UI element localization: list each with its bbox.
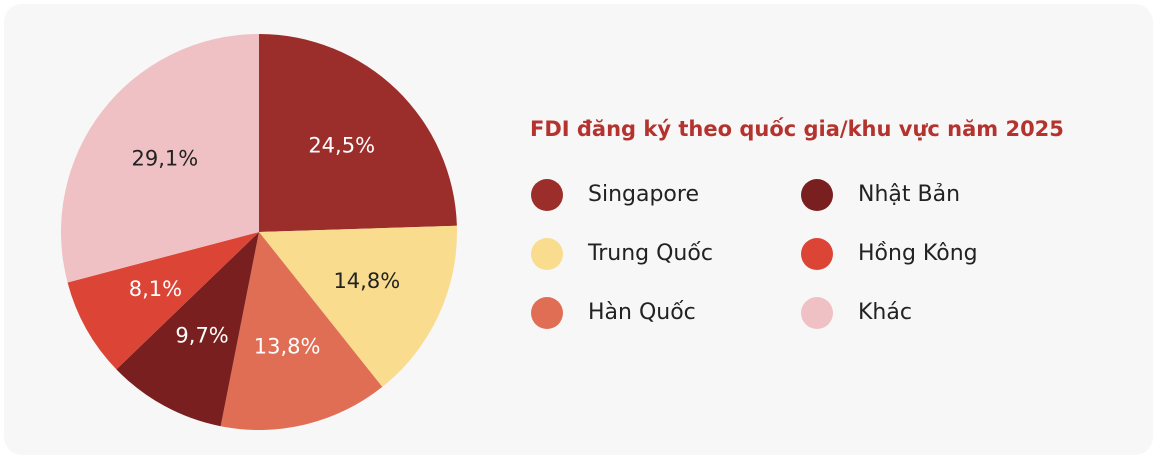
slice-label: 14,8% <box>333 269 400 293</box>
chart-title: FDI đăng ký theo quốc gia/khu vực năm 20… <box>530 117 1064 141</box>
slice-label: 24,5% <box>308 134 375 158</box>
slice-label: 13,8% <box>254 334 321 358</box>
slice-label: 29,1% <box>132 146 199 170</box>
legend-swatch <box>531 297 563 329</box>
legend-swatch <box>531 179 563 211</box>
legend-swatch <box>801 297 833 329</box>
legend-swatch <box>801 179 833 211</box>
pie-slice <box>259 34 457 232</box>
pie-slice <box>220 232 383 430</box>
pie-slice <box>60 34 259 283</box>
pie-slice <box>116 232 259 427</box>
legend-swatch <box>801 238 833 270</box>
legend-label: Khác <box>858 300 912 325</box>
legend-label: Hồng Kông <box>858 241 978 266</box>
pie-slice <box>67 232 259 370</box>
legend-label: Trung Quốc <box>587 241 713 266</box>
pie-slice <box>259 225 458 387</box>
slice-label: 8,1% <box>129 277 182 301</box>
legend-label: Hàn Quốc <box>588 300 696 325</box>
legend-label: Singapore <box>588 182 699 207</box>
legend-swatch <box>531 238 563 270</box>
slice-label: 9,7% <box>175 323 228 347</box>
legend-label: Nhật Bản <box>858 182 960 207</box>
